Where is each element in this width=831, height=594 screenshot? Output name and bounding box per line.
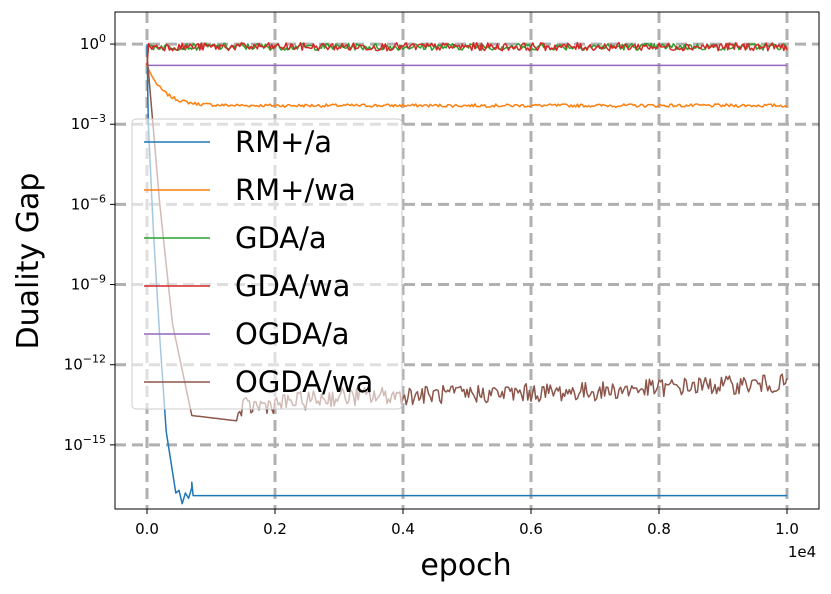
y-tick-label: 10−3 <box>71 112 106 133</box>
plot-frame <box>114 11 820 510</box>
y-tick-label: 10−6 <box>71 192 106 213</box>
grid-layer <box>115 12 819 509</box>
legend-label: RM+/a <box>235 125 332 159</box>
x-tick-label: 0.4 <box>391 520 415 538</box>
series-line-rm-wa <box>146 65 788 108</box>
y-axis: 100 10−3 10−6 10−9 10−12 10−15 <box>64 32 115 454</box>
x-tick-label: 0.0 <box>135 520 159 538</box>
series-line-gda-wa <box>146 41 788 66</box>
x-tick-label: 1.0 <box>775 520 799 538</box>
legend-label: OGDA/a <box>235 317 350 351</box>
legend-label: GDA/a <box>235 221 327 255</box>
legend-box <box>131 118 403 410</box>
y-tick-label: 100 <box>80 32 106 53</box>
x-axis: 0.0 0.2 0.4 0.6 0.8 1.0 <box>135 509 799 538</box>
legend-label: GDA/wa <box>235 269 350 303</box>
x-offset-label: 1e4 <box>788 543 816 561</box>
x-tick-label: 0.6 <box>519 520 543 538</box>
y-tick-label: 10−12 <box>64 353 106 374</box>
legend-label: OGDA/wa <box>235 365 373 399</box>
series-line-gda-a <box>146 42 788 66</box>
y-axis-label: Duality Gap <box>11 173 46 350</box>
legend: RM+/a RM+/wa GDA/a GDA/wa OGDA/a OGDA/wa <box>131 118 403 410</box>
x-tick-label: 0.8 <box>647 520 671 538</box>
x-axis-label: epoch <box>420 548 511 583</box>
x-tick-label: 0.2 <box>263 520 287 538</box>
y-tick-label: 10−9 <box>71 273 106 294</box>
y-tick-label: 10−15 <box>64 433 106 454</box>
legend-label: RM+/wa <box>235 173 356 207</box>
